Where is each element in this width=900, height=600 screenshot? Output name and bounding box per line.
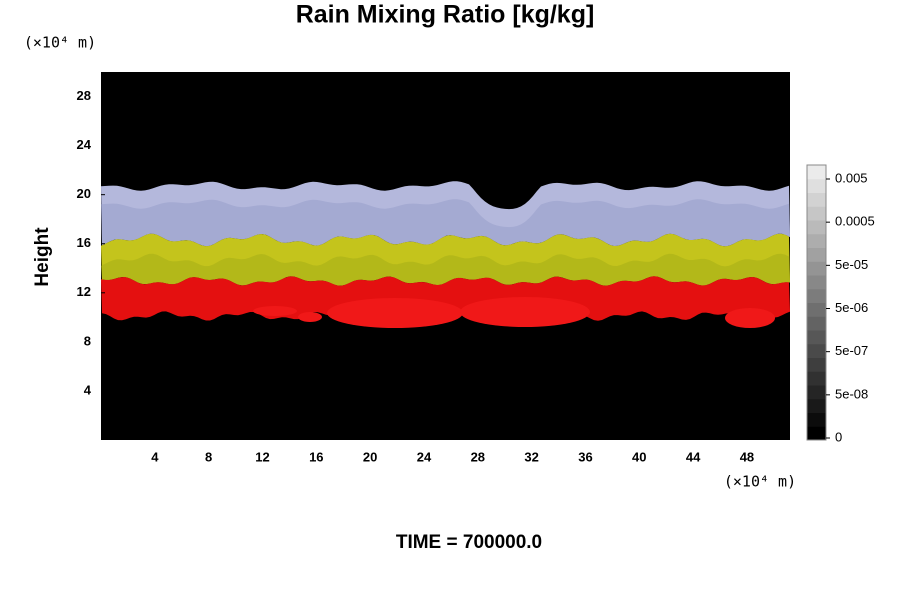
colorbar-tick-label: 5e-05 bbox=[835, 257, 868, 272]
colorbar-tick-label: 0.0005 bbox=[835, 214, 875, 229]
colorbar-step bbox=[807, 343, 826, 358]
colorbar-step bbox=[807, 288, 826, 303]
colorbar-step bbox=[807, 316, 826, 331]
colorbar-step bbox=[807, 302, 826, 317]
colorbar-tick-label: 5e-07 bbox=[835, 343, 868, 358]
field-blob bbox=[298, 312, 322, 322]
x-tick-label: 32 bbox=[524, 449, 538, 464]
y-tick-label: 24 bbox=[77, 137, 92, 152]
field-blob bbox=[460, 297, 590, 327]
x-tick-label: 40 bbox=[632, 449, 646, 464]
colorbar-step bbox=[807, 426, 826, 441]
colorbar-step bbox=[807, 385, 826, 400]
colorbar-step bbox=[807, 261, 826, 276]
colorbar-step bbox=[807, 247, 826, 262]
x-tick-label: 4 bbox=[151, 449, 159, 464]
field-blob bbox=[253, 306, 297, 316]
time-label: TIME = 700000.0 bbox=[396, 532, 542, 553]
x-tick-label: 44 bbox=[686, 449, 701, 464]
colorbar-step bbox=[807, 165, 826, 180]
x-tick-label: 12 bbox=[255, 449, 269, 464]
y-tick-label: 8 bbox=[84, 333, 91, 348]
x-tick-label: 48 bbox=[740, 449, 754, 464]
colorbar-frame bbox=[806, 164, 827, 441]
x-tick-label: 16 bbox=[309, 449, 323, 464]
colorbar-step bbox=[807, 371, 826, 386]
colorbar-step bbox=[807, 398, 826, 413]
colorbar-tick-label: 5e-08 bbox=[835, 386, 868, 401]
colorbar-step bbox=[807, 412, 826, 427]
colorbar: 0 5e-08 5e-07 5e-06 5e-05 0.0005 0.005 bbox=[806, 164, 875, 444]
y-unit: (×10⁴ m) bbox=[24, 34, 96, 52]
x-unit: (×10⁴ m) bbox=[724, 473, 796, 491]
colorbar-step bbox=[807, 275, 826, 290]
colorbar-step bbox=[807, 357, 826, 372]
colorbar-tick-label: 0 bbox=[835, 429, 842, 444]
y-tick-label: 28 bbox=[77, 88, 91, 103]
colorbar-step bbox=[807, 233, 826, 248]
colorbar-step bbox=[807, 220, 826, 235]
colorbar-step bbox=[807, 178, 826, 193]
x-tick-label: 8 bbox=[205, 449, 212, 464]
x-tick-label: 20 bbox=[363, 449, 377, 464]
colorbar-step bbox=[807, 206, 826, 221]
x-tick-label: 24 bbox=[417, 449, 432, 464]
field-band bbox=[101, 199, 790, 247]
y-tick-label: 20 bbox=[77, 186, 91, 201]
y-tick-label: 4 bbox=[84, 382, 92, 397]
field-band bbox=[101, 253, 790, 286]
colorbar-step bbox=[807, 192, 826, 207]
colorbar-tick-label: 0.005 bbox=[835, 170, 868, 185]
field-image bbox=[101, 181, 790, 328]
y-axis-label: Height bbox=[32, 227, 53, 287]
y-tick-label: 12 bbox=[77, 284, 91, 299]
colorbar-tick-label: 5e-06 bbox=[835, 300, 868, 315]
colorbar-step bbox=[807, 330, 826, 345]
x-tick-label: 28 bbox=[471, 449, 485, 464]
x-tick-label: 36 bbox=[578, 449, 592, 464]
y-tick-label: 16 bbox=[77, 235, 91, 250]
field-blob bbox=[725, 308, 775, 328]
chart-title: Rain Mixing Ratio [kg/kg] bbox=[296, 1, 595, 29]
field-blob bbox=[327, 298, 463, 328]
